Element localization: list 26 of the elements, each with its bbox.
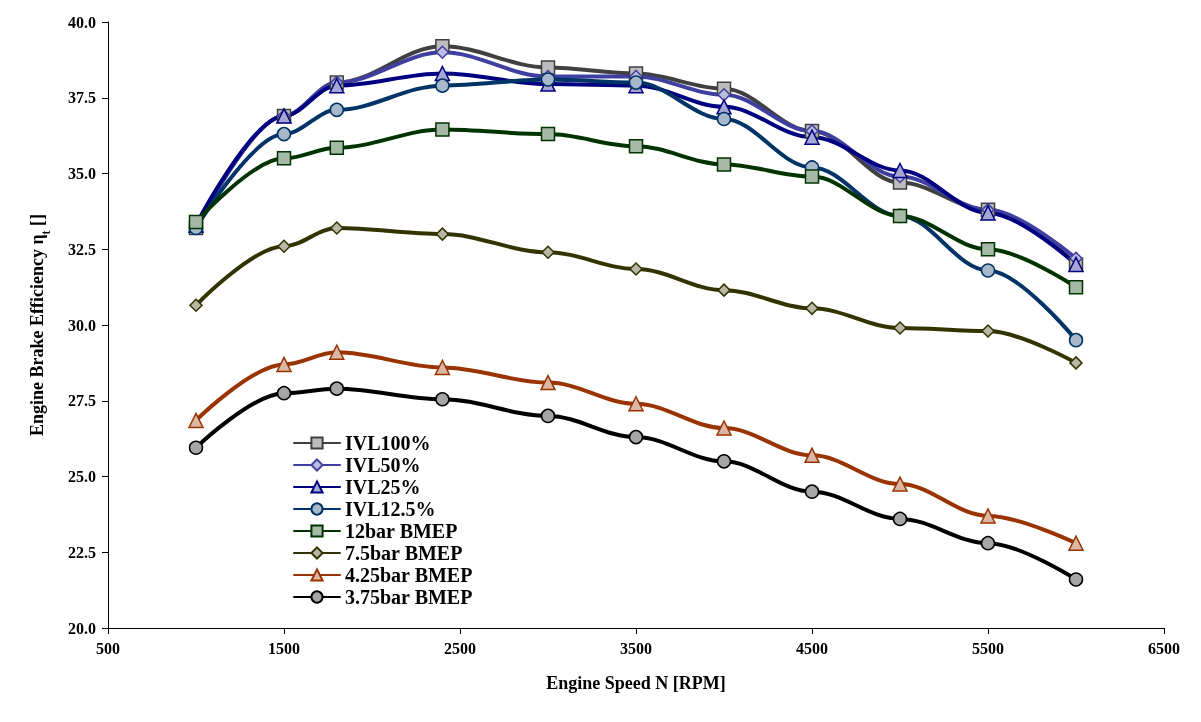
legend-label: 3.75bar BMEP [345,586,473,608]
y-tick-label: 25.0 [68,468,96,485]
x-tick-label: 1500 [268,639,300,657]
y-tick-label: 32.5 [68,240,96,258]
legend-label: 7.5bar BMEP [345,542,463,564]
legend-label: IVL100% [345,432,431,454]
legend-label: IVL12.5% [345,498,436,520]
x-tick-label: 2500 [444,639,476,657]
y-tick-label: 22.5 [68,543,96,561]
legend-label: IVL50% [345,454,421,476]
y-axis-title: Engine Brake Efficiency ηt [] [27,213,53,437]
y-tick-label: 30.0 [68,316,96,334]
x-tick-label: 500 [96,639,120,657]
legend-label: 12bar BMEP [345,520,458,542]
x-tick-label: 3500 [620,639,652,657]
y-tick-label: 35.0 [68,165,96,182]
x-axis-title: Engine Speed N [RPM] [546,673,726,693]
y-tick-label: 20.0 [68,619,96,637]
legend-label: IVL25% [345,476,421,498]
x-tick-label: 6500 [1148,639,1180,657]
y-tick-label: 27.5 [68,392,96,410]
y-tick-label: 37.5 [68,89,96,107]
y-tick-label: 40.0 [68,13,96,31]
legend-label: 4.25bar BMEP [345,564,473,586]
x-tick-label: 4500 [796,639,828,657]
x-tick-label: 5500 [972,639,1004,657]
